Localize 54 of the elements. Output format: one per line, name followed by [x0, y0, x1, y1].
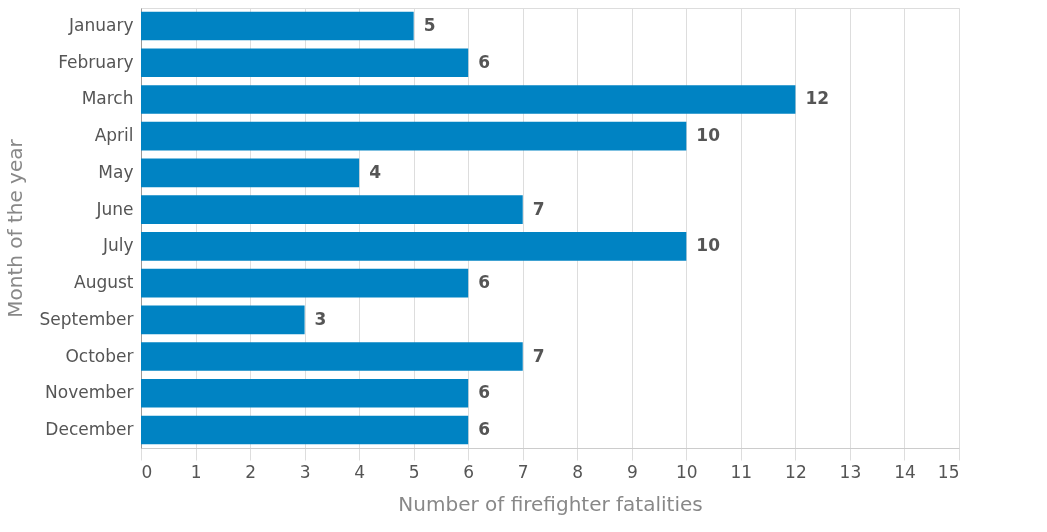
bar [141, 121, 687, 151]
y-tick-label: August [74, 272, 134, 293]
x-tick-label: 0 [141, 461, 153, 482]
data-label: 7 [532, 345, 545, 366]
y-tick-label: June [95, 198, 134, 219]
x-tick-label: 15 [937, 461, 960, 482]
y-tick-label: July [101, 235, 134, 256]
bar [141, 378, 469, 408]
bar [141, 232, 687, 261]
x-tick-label: 7 [517, 461, 529, 482]
data-label: 6 [478, 382, 491, 403]
x-tick-label: 12 [785, 461, 807, 482]
bar [141, 48, 469, 78]
bar [141, 415, 469, 445]
y-tick-label: December [45, 419, 134, 439]
data-label: 4 [369, 161, 382, 182]
y-tick-label: April [94, 125, 134, 146]
y-tick-label: November [45, 382, 134, 403]
bar [141, 305, 305, 335]
x-tick-label: 1 [190, 461, 202, 482]
x-tick-label: 6 [463, 461, 475, 482]
bar [141, 85, 796, 114]
x-tick-label: 14 [894, 461, 916, 482]
x-tick-label: 13 [839, 461, 862, 482]
x-tick-label: 5 [408, 461, 420, 482]
x-axis-title: Number of firefighter fatalities [398, 491, 703, 516]
y-tick-label: March [81, 88, 134, 109]
y-axis-title: Month of the year [2, 138, 27, 318]
data-label: 6 [478, 272, 491, 293]
x-tick-label: 3 [299, 461, 311, 482]
x-tick-label: 4 [354, 461, 366, 482]
y-tick-label: October [65, 345, 134, 366]
data-label: 6 [478, 51, 491, 72]
data-label: 7 [532, 198, 545, 219]
data-label: 10 [696, 235, 721, 256]
bar [141, 195, 523, 224]
x-tick-label: 9 [626, 461, 638, 482]
x-tick-label: 11 [730, 461, 753, 482]
data-label: 6 [478, 419, 491, 439]
x-tick-label: 8 [572, 461, 584, 482]
bar [141, 158, 360, 188]
data-label: 10 [696, 125, 721, 146]
data-label: 3 [314, 308, 327, 329]
y-tick-label: May [98, 161, 134, 182]
y-tick-label: January [68, 15, 134, 35]
bar [141, 268, 469, 298]
bar [141, 11, 414, 41]
y-tick-label: February [58, 51, 134, 72]
x-tick-label: 2 [245, 461, 256, 482]
y-tick-label: September [39, 308, 134, 329]
bar [141, 342, 523, 371]
data-label: 12 [805, 88, 830, 109]
data-label: 5 [423, 15, 436, 35]
x-tick-label: 10 [676, 461, 698, 482]
